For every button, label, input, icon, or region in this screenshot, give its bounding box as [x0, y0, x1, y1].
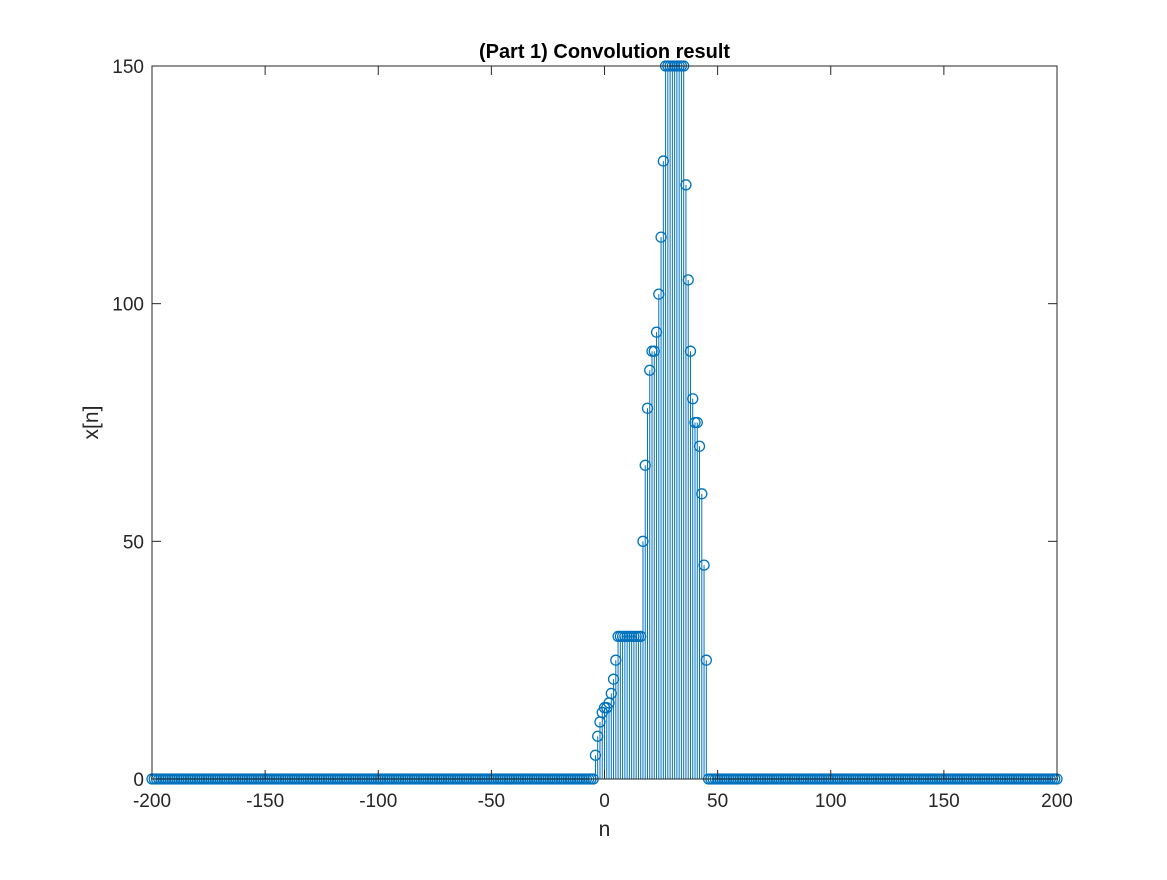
x-tick-label: 100	[815, 791, 847, 812]
x-tick-label: -150	[246, 791, 284, 812]
stem-marker	[648, 345, 660, 357]
stem-marker	[592, 730, 604, 742]
stem-marker	[657, 155, 669, 167]
chart-title: (Part 1) Convolution result	[479, 41, 730, 63]
stem-marker	[693, 440, 706, 452]
stem-marker	[641, 402, 654, 414]
y-tick-label: 50	[123, 532, 144, 553]
ticks-layer: -200 -150 -100 -50 0 50 100 150 200 0 50 100 150	[112, 57, 1073, 812]
stem-marker	[655, 231, 667, 243]
x-tick-label: 0	[599, 791, 610, 812]
stem-marker	[696, 488, 708, 500]
stem-marker	[691, 416, 703, 429]
stem-marker	[637, 535, 649, 547]
y-tick-label: 0	[133, 770, 144, 791]
stem-marker	[653, 288, 665, 300]
stem-marker	[644, 364, 656, 376]
x-tick-label: 150	[928, 791, 960, 812]
stem-marker	[650, 326, 663, 338]
x-tick-label: -200	[133, 791, 171, 812]
stem-marker	[605, 687, 617, 700]
x-tick-label: -100	[359, 791, 397, 812]
x-axis-label: n	[599, 818, 611, 841]
y-tick-label: 150	[112, 57, 144, 78]
stem-marker	[639, 459, 651, 471]
x-tick-label: -50	[478, 791, 505, 812]
x-tick-label: 200	[1041, 791, 1073, 812]
stem-marker	[700, 654, 712, 666]
stem-marker	[684, 345, 697, 357]
x-tick-label: 50	[707, 791, 728, 812]
stem-marker	[687, 393, 699, 405]
stem-marker	[635, 630, 647, 643]
stem-marker	[698, 559, 710, 571]
y-tick-label: 100	[112, 295, 144, 316]
y-axis-label: x[n]	[80, 406, 103, 440]
stem-marker	[610, 654, 622, 666]
stem-marker	[607, 673, 620, 685]
stem-marker	[682, 274, 694, 286]
stem-marker	[680, 179, 692, 191]
stem-marker	[589, 749, 602, 761]
